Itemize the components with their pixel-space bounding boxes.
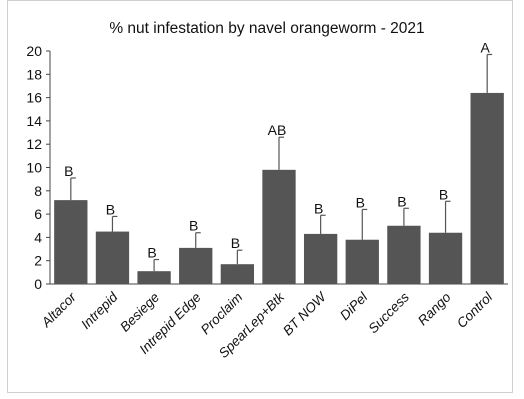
significance-label: B xyxy=(106,201,115,217)
bars: B B B B B AB B B B B A xyxy=(54,39,504,284)
y-tick-label: 16 xyxy=(26,90,42,106)
bar xyxy=(303,233,338,284)
significance-label: B xyxy=(147,245,156,261)
chart-border xyxy=(7,0,513,393)
y-tick-label: 20 xyxy=(26,43,42,59)
significance-label: B xyxy=(314,200,323,216)
significance-label: A xyxy=(481,39,491,55)
significance-label: AB xyxy=(268,122,287,138)
y-tick-label: 12 xyxy=(26,136,42,152)
significance-label: B xyxy=(231,235,240,251)
x-tick-label: DiPel xyxy=(337,289,371,323)
bar xyxy=(262,169,296,284)
bar xyxy=(428,232,463,284)
bar xyxy=(345,239,379,284)
bar xyxy=(95,231,130,284)
y-tick-label: 0 xyxy=(34,276,42,292)
y-tick-label: 4 xyxy=(34,229,42,245)
y-tick-label: 2 xyxy=(34,253,42,269)
bar xyxy=(54,200,88,284)
significance-label: B xyxy=(356,194,365,210)
bar xyxy=(179,247,213,284)
x-tick-label: Rango xyxy=(415,289,454,328)
x-tick-label: Intrepid xyxy=(78,289,121,332)
y-tick-label: 10 xyxy=(26,160,42,176)
chart-title: % nut infestation by navel orangeworm - … xyxy=(109,20,424,37)
significance-label: B xyxy=(64,163,73,179)
significance-label: B xyxy=(439,186,448,202)
bar xyxy=(387,225,421,284)
x-tick-label: Control xyxy=(454,289,496,331)
x-tick-label: BT NOW xyxy=(280,289,330,339)
y-tick-label: 14 xyxy=(26,113,42,129)
x-tick-label: Success xyxy=(365,289,412,336)
y-tick-label: 6 xyxy=(34,206,42,222)
bar xyxy=(137,271,171,284)
bar xyxy=(220,264,255,284)
significance-label: B xyxy=(397,193,406,209)
x-tick-label: Altacor xyxy=(38,289,79,330)
bar xyxy=(470,92,504,284)
y-tick-label: 18 xyxy=(26,66,42,82)
y-tick-label: 8 xyxy=(34,183,42,199)
y-axis: 0 2 4 6 8 10 12 14 16 18 20 xyxy=(26,43,508,292)
significance-label: B xyxy=(189,218,198,234)
